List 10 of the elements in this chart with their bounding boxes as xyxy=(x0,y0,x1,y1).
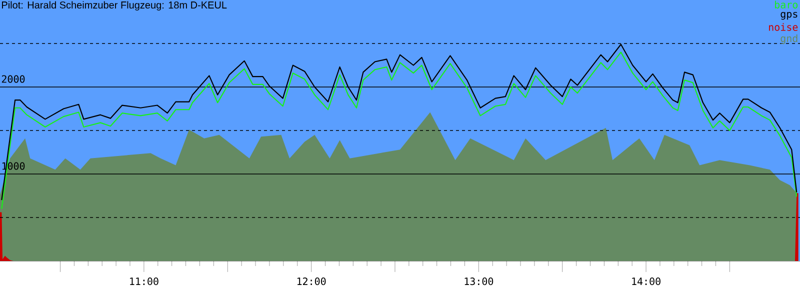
x-tick-label: 12:00 xyxy=(297,278,326,286)
text: gnd xyxy=(780,34,798,44)
y-tick-label: 2000 xyxy=(2,75,25,83)
x-tick-label: 14:00 xyxy=(632,278,660,286)
x-tick-label: 11:00 xyxy=(130,278,158,286)
text: noise xyxy=(769,23,798,31)
x-tick-label: 13:00 xyxy=(464,278,494,286)
text: baro xyxy=(775,0,798,8)
chart-title: Pilot: Harald Scheimzuber Flugzeug: 18m D-KEUL xyxy=(2,1,227,11)
text: gps xyxy=(780,12,798,20)
